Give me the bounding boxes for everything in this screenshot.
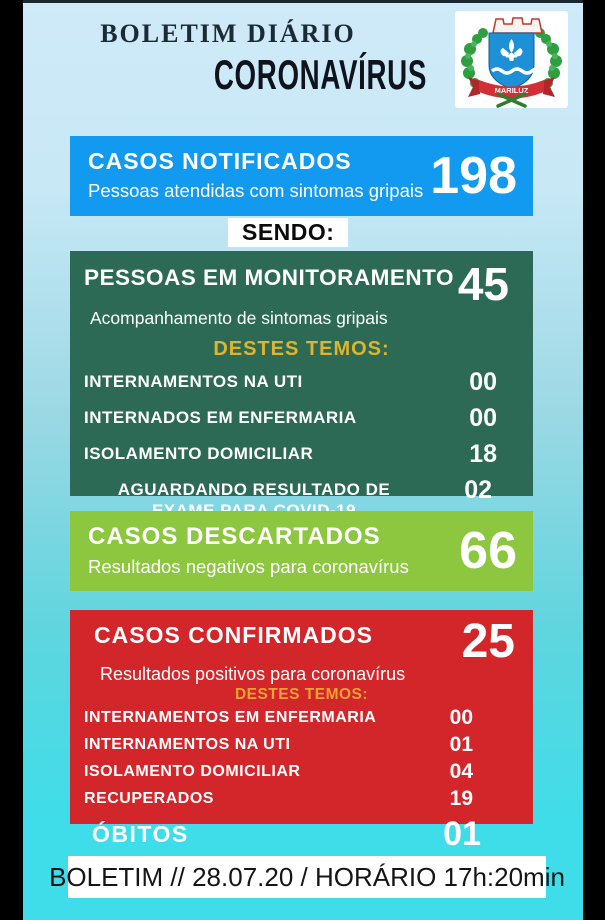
- confirmed-cases-title: CASOS CONFIRMADOS: [94, 622, 373, 648]
- row-value: 02: [464, 476, 492, 504]
- monitoring-card: PESSOAS EM MONITORAMENTO 45 Acompanhamen…: [70, 251, 533, 520]
- confirmed-cases-subtitle: Resultados positivos para coronavírus: [100, 664, 406, 684]
- row-label: RECUPERADOS: [84, 790, 214, 807]
- ribbon-icon: MARILUZ: [468, 77, 555, 99]
- confirmed-row-obitos: ÓBITOS 01: [84, 815, 519, 854]
- branches-icon: [461, 28, 562, 88]
- coronavirus-title: CORONAVÍRUS: [213, 51, 427, 98]
- row-value: 19: [449, 787, 473, 810]
- row-label: INTERNAMENTOS NA UTI: [84, 736, 291, 753]
- confirmed-row-enfermaria: INTERNAMENTOS EM ENFERMARIA 00: [84, 706, 519, 730]
- wave-band-icon: [490, 67, 543, 75]
- monitoring-title: PESSOAS EM MONITORAMENTO: [84, 265, 454, 290]
- confirmed-row-recuperados: RECUPERADOS 19: [84, 787, 519, 811]
- row-value: 04: [449, 760, 473, 783]
- bulletin-footer: BOLETIM // 28.07.20 / HORÁRIO 17h:20min: [49, 856, 565, 898]
- notified-cases-value: 198: [430, 147, 517, 205]
- confirmed-destes-label: DESTES TEMOS:: [234, 686, 369, 703]
- confirmed-row-uti: INTERNAMENTOS NA UTI 01: [84, 733, 519, 757]
- monitoring-value: 45: [457, 258, 509, 310]
- notified-cases-title: CASOS NOTIFICADOS: [88, 148, 352, 174]
- row-value: 01: [449, 733, 473, 756]
- shield-icon: [488, 32, 543, 90]
- monitoring-destes-label: DESTES TEMOS:: [213, 338, 390, 360]
- confirmed-cases-card: CASOS CONFIRMADOS 25 Resultados positivo…: [70, 610, 533, 853]
- row-label: ISOLAMENTO DOMICILIAR: [84, 763, 301, 780]
- ribbon-text: MARILUZ: [495, 86, 529, 95]
- row-value: 00: [449, 706, 473, 729]
- bulletin-title: BOLETIM DIÁRIO: [100, 19, 356, 48]
- monitoring-subtitle: Acompanhamento de sintomas gripais: [90, 308, 388, 328]
- discarded-cases-subtitle: Resultados negativos para coronavírus: [88, 556, 409, 577]
- monitoring-row-uti: INTERNAMENTOS NA UTI 00: [84, 368, 519, 397]
- row-label: ISOLAMENTO DOMICILIAR: [84, 444, 314, 463]
- notified-cases-subtitle: Pessoas atendidas com sintomas gripais: [88, 180, 424, 201]
- notified-cases-card: CASOS NOTIFICADOS Pessoas atendidas com …: [70, 136, 533, 216]
- discarded-cases-card: CASOS DESCARTADOS Resultados negativos p…: [70, 511, 533, 591]
- confirmed-row-isolamento: ISOLAMENTO DOMICILIAR 04: [84, 760, 519, 784]
- row-label: INTERNADOS EM ENFERMARIA: [84, 408, 357, 427]
- fleur-de-lis-icon: [500, 39, 523, 61]
- row-value: 00: [469, 368, 497, 396]
- row-value: 00: [469, 404, 497, 432]
- mural-crown-icon: [492, 17, 543, 34]
- discarded-cases-value: 66: [459, 522, 517, 580]
- mariluz-coat-of-arms-logo: MARILUZ: [455, 11, 568, 108]
- monitoring-row-enfermaria: INTERNADOS EM ENFERMARIA 00: [84, 404, 519, 433]
- bulletin-background: BOLETIM DIÁRIO CORONAVÍRUS: [23, 0, 583, 920]
- row-label: INTERNAMENTOS EM ENFERMARIA: [84, 709, 377, 726]
- obitos-label: ÓBITOS: [92, 821, 189, 847]
- monitoring-row-isolamento: ISOLAMENTO DOMICILIAR 18: [84, 440, 519, 469]
- obitos-value: 01: [443, 815, 481, 853]
- crossed-stems-icon: [496, 92, 527, 108]
- confirmed-cases-value: 25: [461, 615, 515, 668]
- row-label: INTERNAMENTOS NA UTI: [84, 372, 303, 391]
- sendo-label: SENDO:: [228, 218, 349, 247]
- row-value: 18: [469, 440, 497, 468]
- discarded-cases-title: CASOS DESCARTADOS: [88, 523, 381, 550]
